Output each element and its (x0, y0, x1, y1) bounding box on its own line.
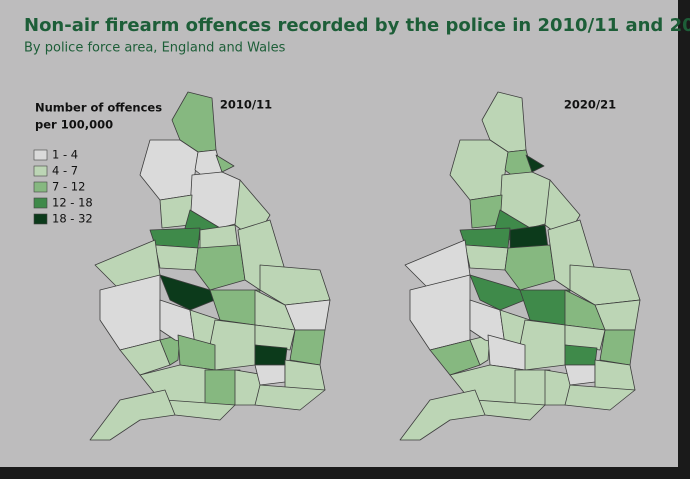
legend-swatch (33, 197, 48, 209)
region (399, 389, 486, 441)
region (464, 244, 509, 271)
legend: 1 - 4 4 - 7 7 - 12 12 - 18 18 - 32 (33, 148, 93, 226)
map-label: 2020/21 (564, 98, 616, 112)
region (159, 274, 216, 311)
region (599, 329, 636, 366)
region (594, 359, 636, 391)
legend-label: 12 - 18 (52, 196, 93, 210)
legend-label: 18 - 32 (52, 212, 93, 226)
legend-swatch (33, 165, 48, 177)
legend-label: 4 - 7 (52, 164, 78, 178)
region (284, 359, 326, 391)
region (194, 244, 246, 291)
map (399, 91, 641, 441)
region (209, 319, 256, 371)
legend-label: 1 - 4 (52, 148, 78, 162)
region (289, 329, 326, 366)
region (154, 244, 199, 271)
region (519, 319, 566, 371)
region (215, 154, 235, 173)
map-label: 2010/11 (220, 98, 272, 112)
region (469, 274, 526, 311)
legend-title: per 100,000 (35, 118, 113, 132)
legend-title: Number of offences (35, 101, 162, 115)
legend-swatch (33, 181, 48, 193)
map (89, 91, 331, 441)
subtitle: By police force area, England and Wales (24, 41, 286, 56)
region (504, 244, 556, 291)
legend-swatch (33, 213, 48, 225)
legend-swatch (33, 149, 48, 161)
region (254, 384, 326, 411)
title: Non-air firearm offences recorded by the… (24, 15, 690, 36)
region (564, 324, 606, 351)
region (525, 154, 545, 173)
region (564, 344, 598, 366)
legend-label: 7 - 12 (52, 180, 85, 194)
region (564, 364, 596, 386)
region (254, 324, 296, 351)
region (254, 364, 286, 386)
region (564, 384, 636, 411)
region (89, 389, 176, 441)
region (254, 344, 288, 366)
